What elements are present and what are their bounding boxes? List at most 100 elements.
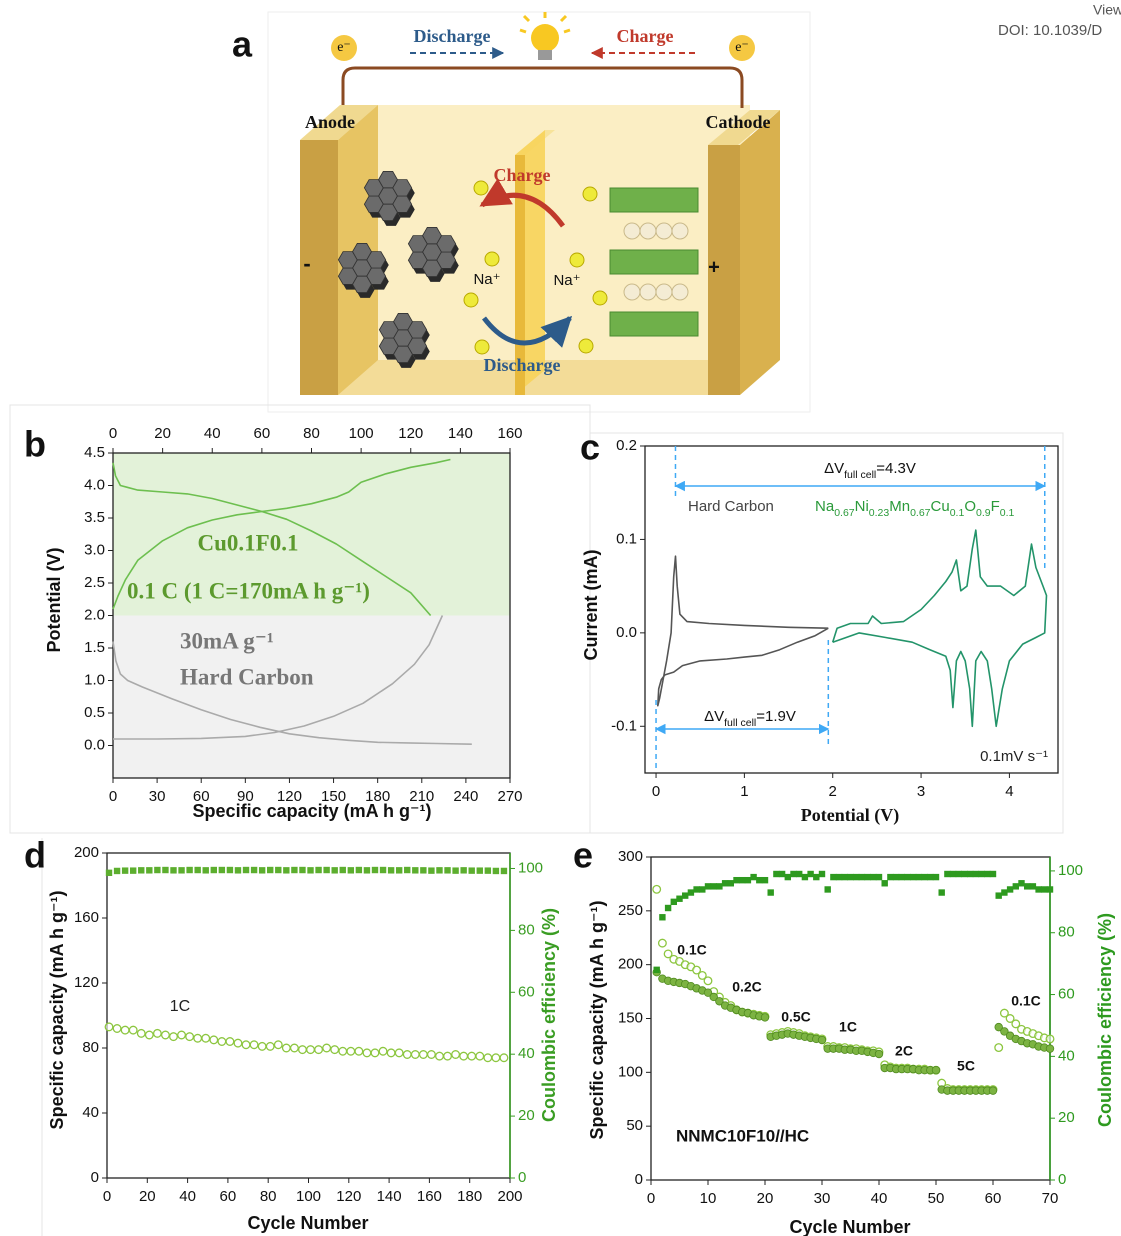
y-tick-label: 4.0	[84, 476, 105, 493]
x-axis-label: Specific capacity (mA h g⁻¹)	[193, 801, 432, 821]
point	[444, 1052, 452, 1060]
point	[307, 1046, 315, 1054]
point	[659, 939, 667, 947]
point	[420, 1051, 428, 1059]
point	[996, 892, 1002, 898]
point	[653, 886, 661, 894]
point	[842, 874, 848, 880]
point	[234, 1039, 242, 1047]
point	[1018, 880, 1024, 886]
annotation: 0.5C	[781, 1009, 811, 1025]
point	[995, 1044, 1003, 1052]
x-tick-label: 30	[814, 1190, 831, 1207]
text-part: ΔV	[824, 460, 844, 477]
x-tick-label: 140	[377, 1188, 402, 1205]
y-tick-label: 3.5	[84, 509, 105, 526]
point	[154, 867, 160, 873]
text-part: 0.67	[910, 507, 931, 519]
point	[864, 874, 870, 880]
x-tick-label: 50	[928, 1190, 945, 1207]
point	[243, 867, 249, 873]
point	[802, 874, 808, 880]
point	[299, 1046, 307, 1054]
point	[904, 874, 910, 880]
point	[773, 871, 779, 877]
text-part: 0.1	[1000, 507, 1015, 519]
y-tick-label: 2.0	[84, 606, 105, 623]
point	[944, 871, 950, 877]
panel-label: b	[24, 424, 46, 465]
point	[493, 868, 499, 874]
point	[331, 1046, 339, 1054]
text-part: Ni	[855, 498, 869, 515]
y2-tick-label: 40	[1058, 1047, 1075, 1064]
point	[242, 1041, 250, 1049]
point	[267, 867, 273, 873]
annotation: 5C	[957, 1058, 975, 1074]
anode-label: Anode	[305, 112, 355, 132]
point	[484, 1054, 492, 1062]
y-tick-label: 160	[74, 909, 99, 926]
panel-label: e	[573, 835, 593, 876]
point	[468, 1052, 476, 1060]
point	[460, 867, 466, 873]
y-tick-label: 80	[82, 1039, 99, 1056]
point	[825, 886, 831, 892]
point	[654, 967, 660, 973]
point	[380, 867, 386, 873]
y-tick-label: 250	[618, 902, 643, 919]
point	[105, 1023, 113, 1031]
point	[830, 874, 836, 880]
x-tick-label: 180	[457, 1188, 482, 1205]
point	[682, 892, 688, 898]
point	[307, 867, 313, 873]
x-tick-label: 30	[149, 788, 166, 805]
x-tick-label: 4	[1005, 783, 1013, 800]
point	[989, 1087, 997, 1095]
electron-label: e⁻	[735, 40, 749, 55]
point	[492, 1054, 500, 1062]
point	[251, 867, 257, 873]
point	[106, 870, 112, 876]
y2-tick-label: 20	[518, 1107, 535, 1124]
point	[162, 1031, 170, 1039]
point	[688, 889, 694, 895]
curve	[833, 530, 1047, 726]
text-part: ΔV	[704, 708, 724, 725]
x2-tick-label: 140	[448, 425, 473, 442]
ion-label: Na⁺	[553, 272, 580, 289]
x-tick-label: 20	[139, 1188, 156, 1205]
point	[129, 1026, 137, 1034]
point	[1024, 883, 1030, 889]
point	[387, 1049, 395, 1057]
y-tick-label: 50	[626, 1117, 643, 1134]
point	[939, 889, 945, 895]
point	[226, 1038, 234, 1046]
point	[137, 1030, 145, 1038]
annotation: 30mA g⁻¹	[180, 628, 274, 653]
point	[733, 877, 739, 883]
electron-label: e⁻	[337, 40, 351, 55]
y-tick-label: 0.5	[84, 704, 105, 721]
y2-tick-label: 80	[1058, 924, 1075, 941]
x-tick-label: 80	[260, 1188, 277, 1205]
x-axis-label: Cycle Number	[789, 1217, 910, 1236]
x-tick-label: 240	[453, 788, 478, 805]
point	[299, 867, 305, 873]
point	[235, 867, 241, 873]
x-tick-label: 60	[985, 1190, 1002, 1207]
y-tick-label: 1.5	[84, 639, 105, 656]
point	[355, 1047, 363, 1055]
annotation: Hard Carbon	[180, 664, 314, 689]
point	[396, 867, 402, 873]
text-part: 0.1	[950, 507, 965, 519]
text-part: Cu	[931, 498, 950, 515]
sign: +	[708, 256, 720, 278]
y2-tick-label: 80	[518, 921, 535, 938]
point	[704, 977, 712, 985]
text-part: =1.9V	[756, 708, 796, 725]
annotation: 1C	[839, 1019, 857, 1035]
point	[154, 1030, 162, 1038]
point	[671, 899, 677, 905]
sign: -	[303, 251, 310, 276]
